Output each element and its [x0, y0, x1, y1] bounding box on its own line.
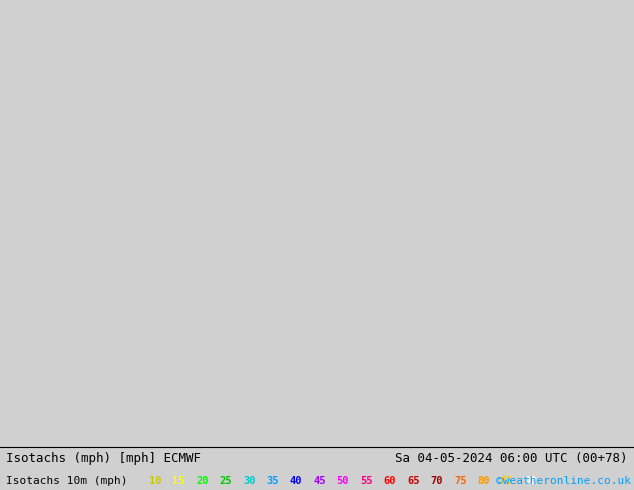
Text: 30: 30 — [243, 476, 256, 486]
Text: 25: 25 — [219, 476, 232, 486]
Text: 10: 10 — [149, 476, 162, 486]
Text: 75: 75 — [454, 476, 467, 486]
Text: 40: 40 — [290, 476, 302, 486]
Text: 65: 65 — [407, 476, 420, 486]
Text: 85: 85 — [501, 476, 514, 486]
Text: Isotachs 10m (mph): Isotachs 10m (mph) — [6, 476, 128, 486]
Text: Isotachs (mph) [mph] ECMWF: Isotachs (mph) [mph] ECMWF — [6, 452, 202, 465]
Text: ©weatheronline.co.uk: ©weatheronline.co.uk — [496, 476, 631, 486]
Text: 60: 60 — [384, 476, 396, 486]
Text: 15: 15 — [172, 476, 185, 486]
Text: 35: 35 — [266, 476, 279, 486]
Text: 50: 50 — [337, 476, 349, 486]
Text: Sa 04-05-2024 06:00 UTC (00+78): Sa 04-05-2024 06:00 UTC (00+78) — [395, 452, 628, 465]
Text: 20: 20 — [196, 476, 209, 486]
Text: 70: 70 — [430, 476, 443, 486]
Text: 80: 80 — [477, 476, 490, 486]
Text: 45: 45 — [313, 476, 326, 486]
Text: 90: 90 — [524, 476, 537, 486]
Text: 55: 55 — [360, 476, 373, 486]
